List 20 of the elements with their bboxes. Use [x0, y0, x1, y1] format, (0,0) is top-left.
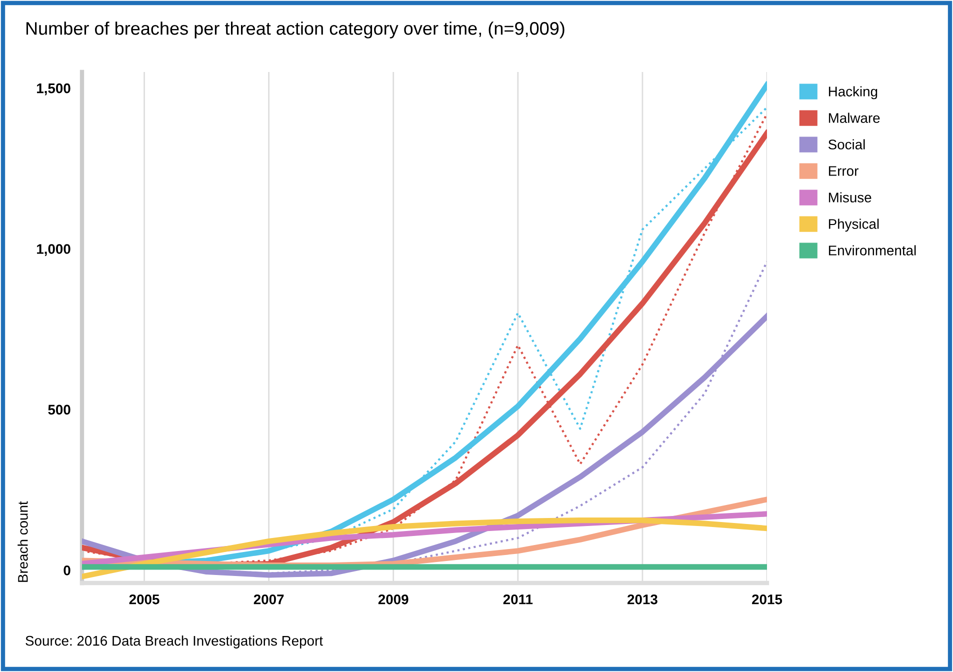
y-tick-label: 500: [48, 404, 70, 415]
legend-label: Hacking: [828, 86, 878, 100]
x-tick-label: 2013: [627, 594, 658, 604]
y-tick-label: 1,500: [37, 83, 70, 96]
chart-title: Number of breaches per threat action category over time, (n=9,009): [26, 22, 564, 38]
x-tick-label: 2009: [378, 594, 408, 604]
legend-label: Misuse: [828, 192, 872, 202]
y-tick-label: 0: [64, 565, 70, 576]
x-tick-label: 2011: [503, 594, 533, 604]
legend-label: Malware: [828, 112, 880, 123]
x-tick-label: 2005: [129, 594, 160, 604]
legend-label: Social: [828, 139, 865, 150]
y-axis-title: Breach count: [18, 501, 28, 582]
x-tick-label: 2015: [752, 594, 782, 604]
x-tick-label: 2007: [254, 594, 284, 604]
legend-label: Environmental: [828, 245, 916, 256]
y-tick-label: 1,000: [37, 244, 70, 256]
legend-label: Error: [828, 166, 858, 176]
legend-label: Physical: [828, 218, 879, 232]
source-note: Source: 2016 Data Breach Investigations Report: [26, 636, 323, 648]
